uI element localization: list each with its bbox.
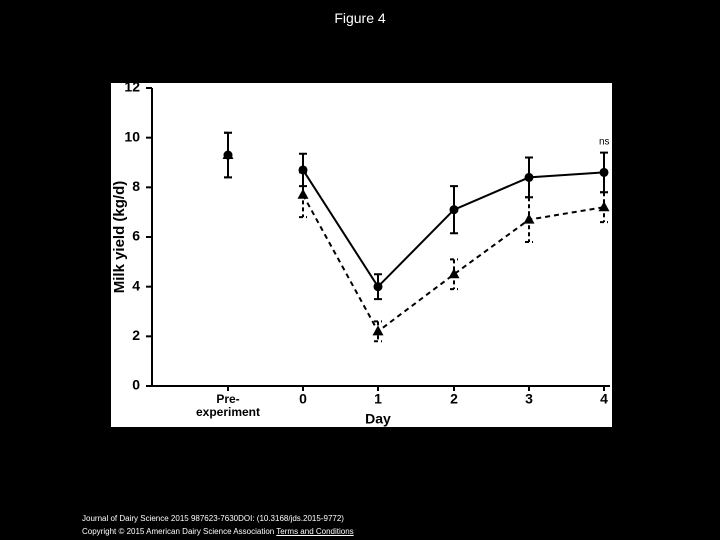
data-point: [372, 325, 384, 336]
data-point: [524, 172, 534, 182]
y-tick-label: 12: [124, 79, 140, 95]
terms-link[interactable]: Terms and Conditions: [276, 527, 354, 536]
citation: Journal of Dairy Science 2015 987623-763…: [82, 514, 344, 523]
y-tick-label: 2: [132, 327, 140, 343]
data-point: [449, 205, 459, 215]
y-tick-label: 8: [132, 178, 140, 194]
annotation: ns: [599, 137, 610, 148]
x-tick-label: 4: [600, 391, 608, 407]
y-tick-label: 4: [132, 277, 140, 293]
data-point: [297, 188, 309, 199]
y-tick-label: 0: [132, 377, 140, 393]
x-tick-label-line: Pre-: [216, 392, 239, 406]
x-tick-label: 1: [374, 391, 382, 407]
y-tick-label: 6: [132, 228, 140, 244]
x-tick-label: Pre-experiment: [196, 392, 260, 419]
data-point: [599, 167, 609, 177]
data-point: [448, 268, 460, 279]
y-axis-label: Milk yield (kg/d): [111, 181, 128, 294]
x-axis-label: Day: [365, 411, 391, 427]
data-point: [373, 282, 383, 292]
x-tick-label-line: experiment: [196, 405, 260, 419]
copyright: Copyright © 2015 American Dairy Science …: [82, 527, 275, 536]
data-point: [598, 201, 610, 212]
data-point: [523, 213, 535, 224]
x-tick-label: 0: [299, 391, 307, 407]
data-point: [222, 149, 234, 160]
chart-panel: [111, 83, 612, 427]
slide-title: Figure 4: [334, 10, 386, 26]
y-tick-label: 10: [124, 128, 140, 144]
series-line: [302, 194, 605, 333]
x-tick-label: 3: [525, 391, 533, 407]
x-tick-label: 2: [450, 391, 458, 407]
copyright-line: Copyright © 2015 American Dairy Science …: [82, 527, 354, 536]
